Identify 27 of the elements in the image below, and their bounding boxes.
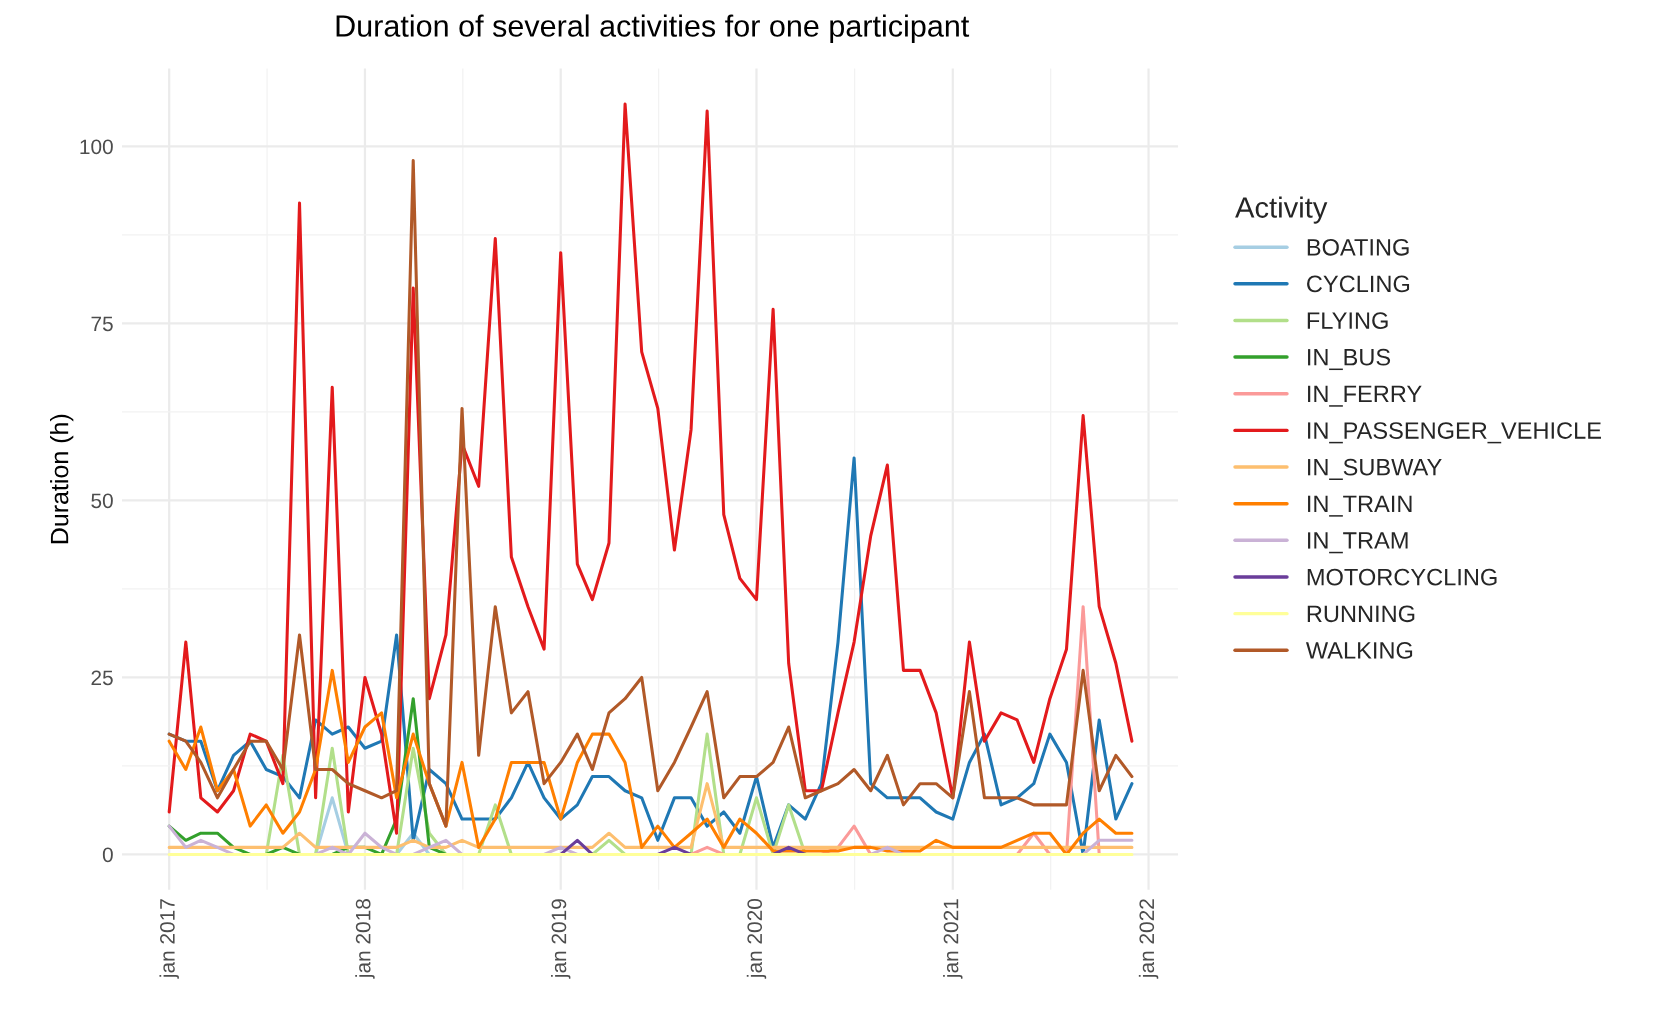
legend-label: WALKING [1305, 642, 1413, 659]
legend-label: CYCLING [1307, 275, 1410, 293]
x-tick-label: jan 2017 [159, 899, 179, 979]
x-tick-label: jan 2018 [355, 899, 375, 979]
legend-label: RUNNING [1307, 605, 1415, 623]
legend-label: IN_TRAIN [1308, 495, 1412, 517]
legend-label: IN_BUS [1308, 348, 1391, 371]
legend-label: FLYING [1307, 312, 1388, 329]
legend-label: IN_FERRY [1308, 385, 1422, 407]
y-axis-title: Duration (h) [50, 414, 74, 544]
x-tick-label: jan 2022 [1138, 899, 1159, 979]
legend-title: Activity [1235, 196, 1328, 224]
legend-label: IN_SUBWAY [1308, 458, 1442, 480]
line-series [167, 668, 1134, 856]
legend-label: MOTORCYCLING [1307, 568, 1497, 586]
legend-label: IN_TRAM [1308, 532, 1408, 554]
x-tick-label: jan 2021 [943, 899, 963, 979]
legend-label: BOATING [1307, 238, 1409, 256]
y-tick-label: 100 [80, 139, 113, 155]
x-tick-label: jan 2019 [551, 899, 571, 979]
y-tick-label: 50 [91, 493, 113, 509]
y-tick-label: 25 [91, 670, 113, 686]
y-tick-label: 75 [91, 316, 113, 332]
legend-label: IN_PASSENGER_VEHICLE [1308, 422, 1601, 444]
y-tick-label: 0 [102, 847, 113, 863]
x-tick-label: jan 2020 [746, 899, 767, 979]
chart-title: Duration of several activities for one participant [336, 14, 970, 43]
